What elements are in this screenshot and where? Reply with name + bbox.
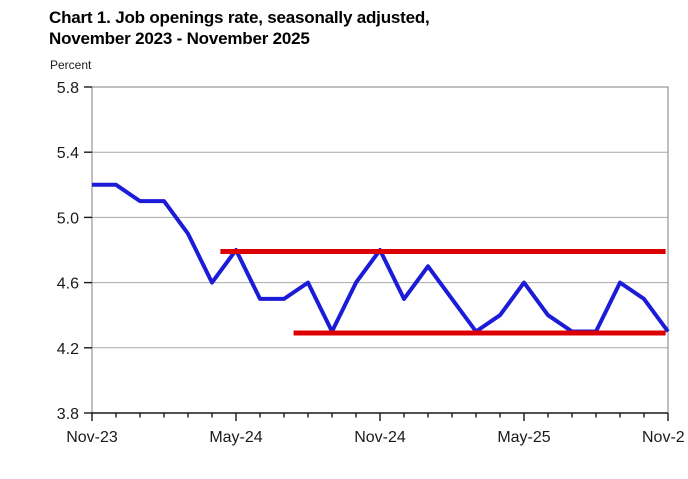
y-tick-label: 5.0 [57, 210, 79, 227]
x-tick-label: Nov-2 [642, 429, 685, 446]
x-tick-label: Nov-24 [354, 429, 406, 446]
y-tick-label: 5.8 [57, 80, 79, 97]
chart-title: Chart 1. Job openings rate, seasonally a… [49, 7, 430, 49]
x-tick-label: May-25 [497, 429, 550, 446]
x-tick-label: May-24 [209, 429, 262, 446]
y-tick-label: 5.4 [57, 145, 79, 162]
chart-title-line2: November 2023 - November 2025 [49, 29, 310, 48]
job-openings-line [92, 182, 670, 334]
y-axis-unit-label: Percent [50, 58, 92, 72]
x-tick-label: Nov-23 [66, 429, 118, 446]
y-tick-label: 4.6 [57, 276, 79, 293]
y-tick-label: 4.2 [57, 341, 79, 358]
y-tick-label: 3.8 [57, 406, 79, 423]
chart-title-line1: Chart 1. Job openings rate, seasonally a… [49, 8, 430, 27]
